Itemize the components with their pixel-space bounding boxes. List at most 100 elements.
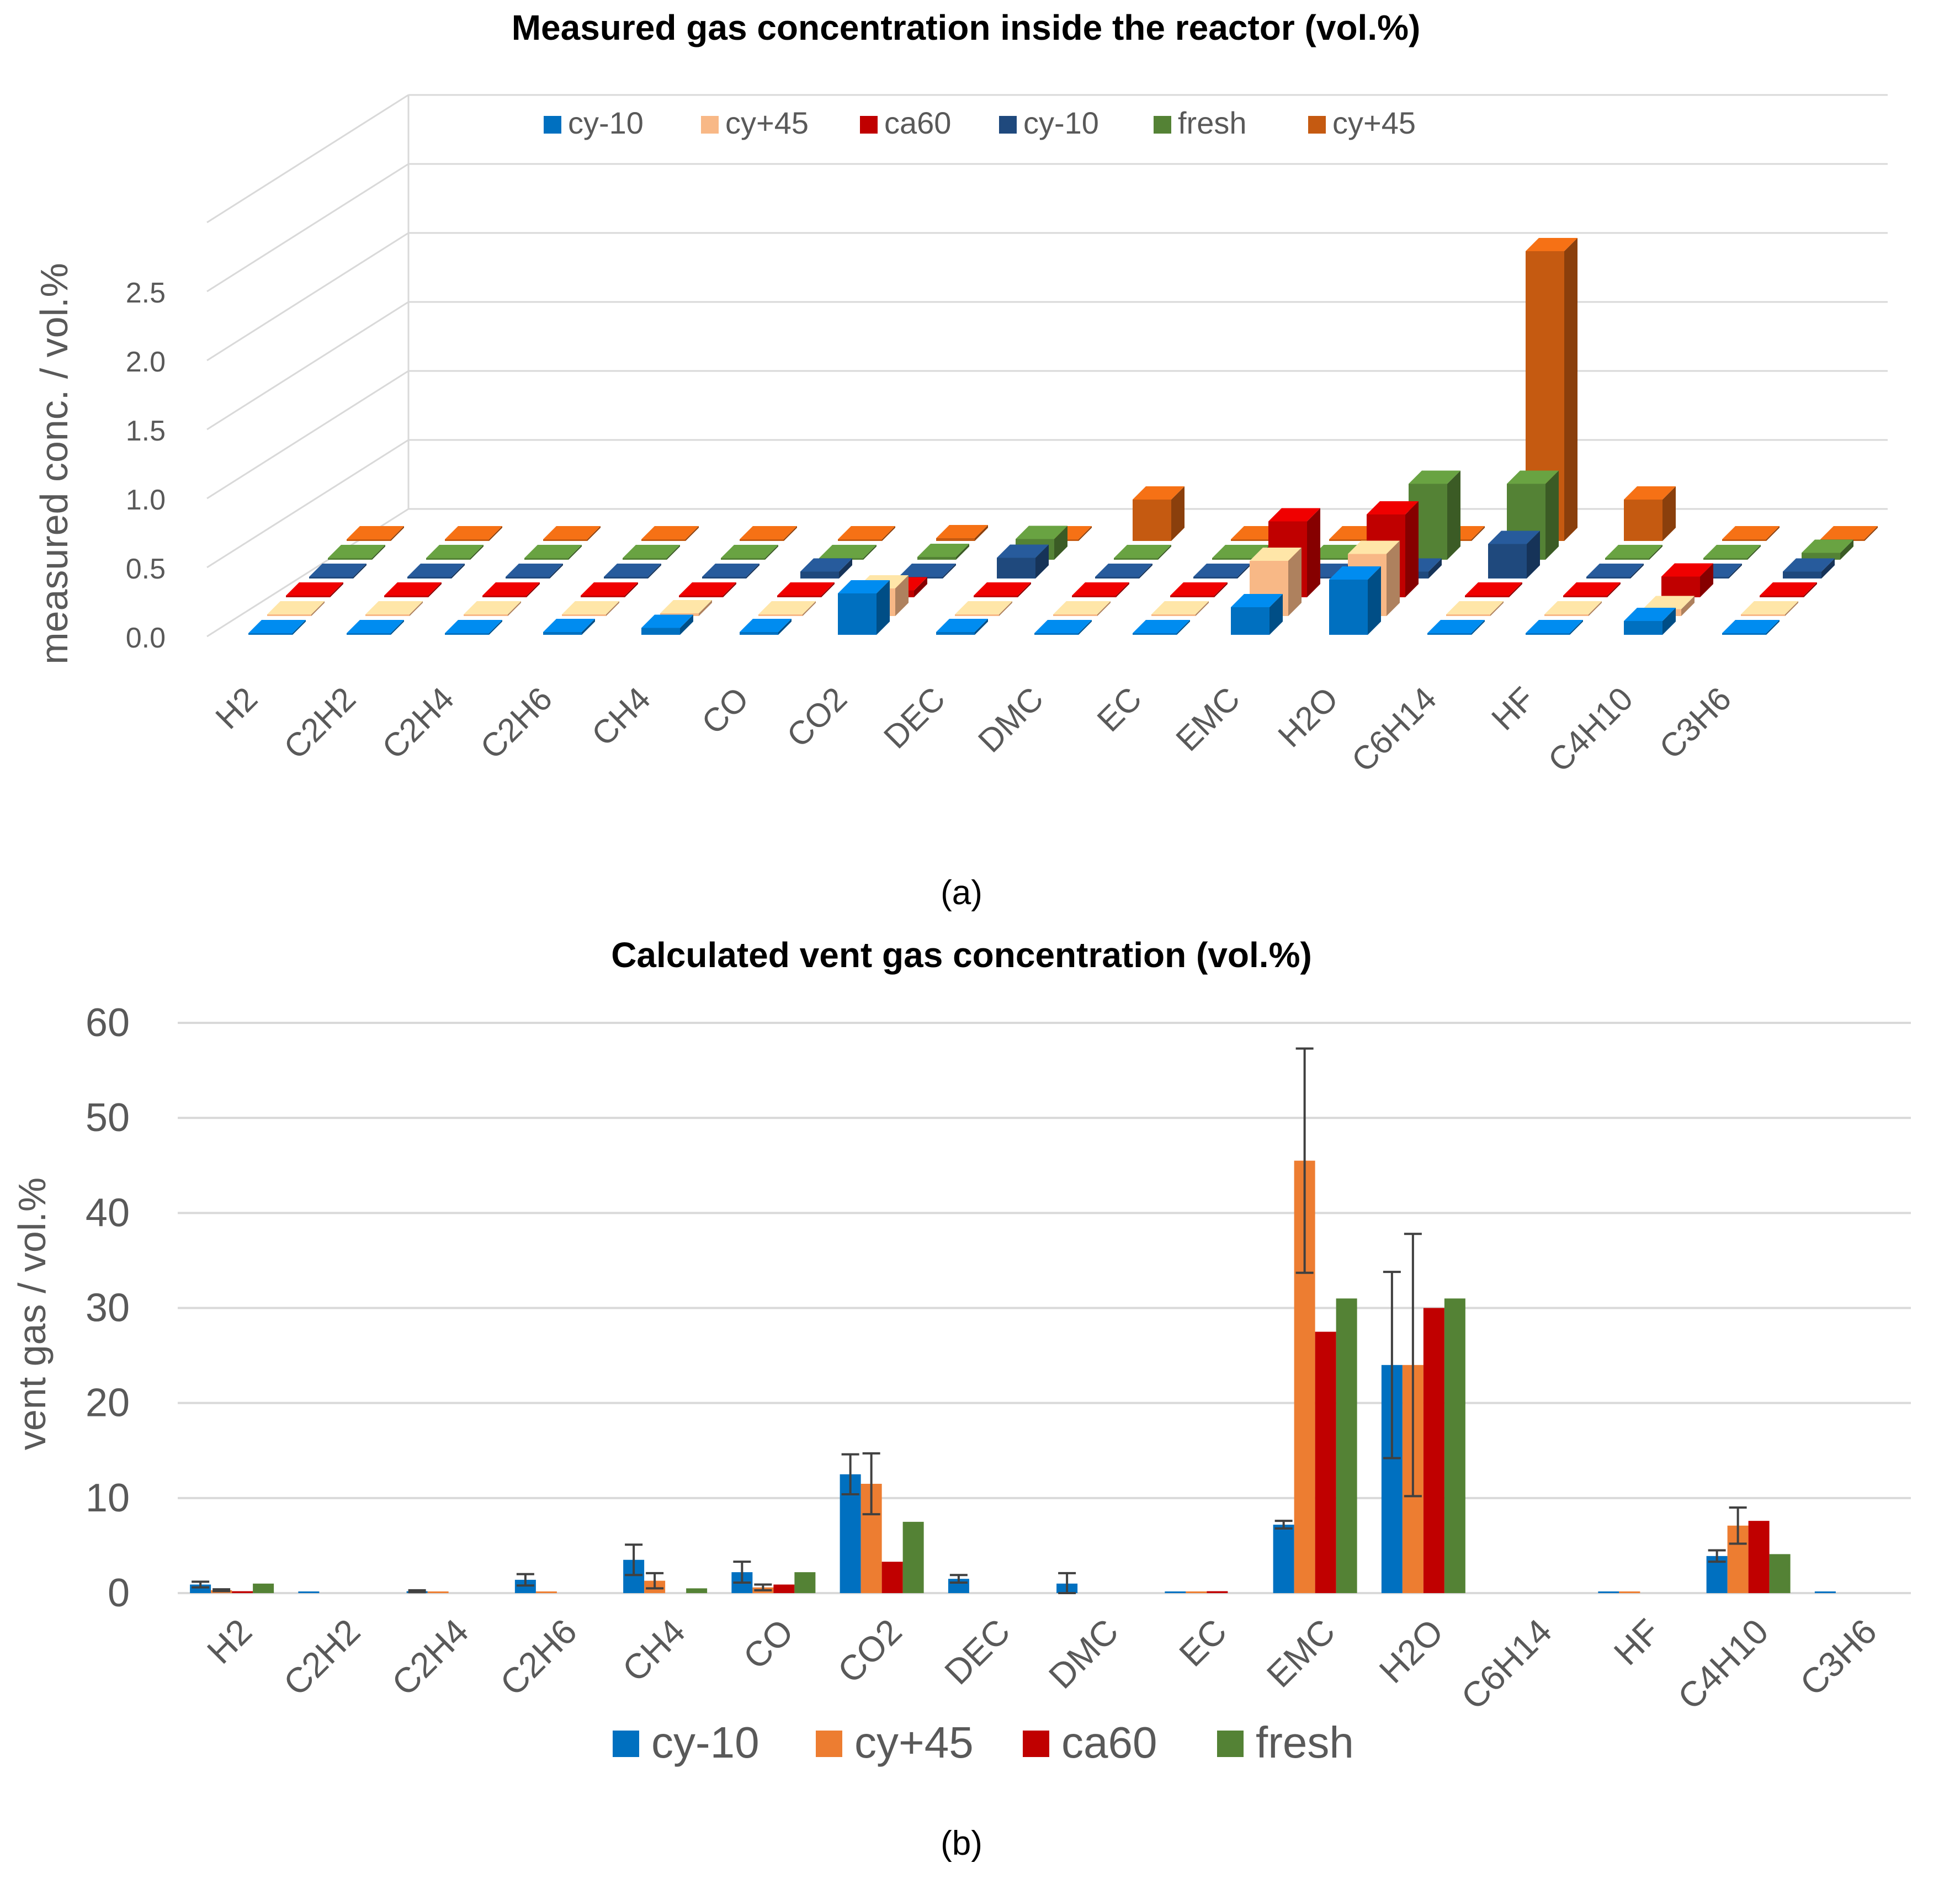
bar-side-face (1196, 601, 1209, 616)
bar-front-face (1624, 621, 1662, 635)
bar-front-face (1034, 633, 1079, 635)
bar-cy-10-hf (1586, 564, 1644, 579)
bar-cy-45-h2 (347, 526, 404, 541)
bar-top-face (464, 601, 521, 614)
bar-top-face (445, 526, 502, 539)
bar-front-face (936, 538, 975, 541)
chart-a-caption: (a) (941, 874, 982, 912)
bar-front-face (641, 539, 686, 541)
x-tick-label: CH4 (615, 1611, 693, 1689)
bar-front-face (1526, 633, 1570, 635)
bar-side-face (550, 564, 563, 579)
bar-top-face (1268, 508, 1320, 522)
bar-side-face (1018, 582, 1031, 597)
x-tick-label: CH4 (585, 680, 657, 753)
bar-fresh-c2h4 (524, 545, 582, 560)
x-tick-label: C3H6 (1792, 1611, 1884, 1703)
error-bar-cy-10-ch4 (625, 1543, 643, 1577)
bar-front-face (1133, 500, 1171, 541)
bar-side-face (1387, 540, 1400, 616)
bar-cy-45-dmc (1053, 601, 1111, 616)
bar-cy-45-ch4 (740, 526, 797, 541)
legend-swatch-cy-45 (1308, 116, 1326, 134)
bar-front-face (800, 571, 839, 579)
bar-ca60-hf (1563, 582, 1621, 597)
x-tick-label: EMC (1259, 1611, 1342, 1695)
bar-side-face (1662, 608, 1676, 635)
legend-label-cy-10: cy-10 (568, 105, 644, 140)
bar-front-face (955, 614, 999, 616)
error-bar-cy-45-co2 (862, 1452, 880, 1516)
x-tick-label: H2O (1271, 680, 1346, 755)
bar-side-face (569, 545, 582, 560)
bar-front-face (1760, 596, 1804, 597)
bar-side-face (372, 545, 385, 560)
bar-top-face (660, 600, 712, 613)
bar-front-face (426, 558, 470, 560)
bar-ca60-ch4 (679, 582, 736, 597)
error-bar-cy-10-c2h6 (516, 1573, 534, 1587)
bar-side-face (1607, 582, 1621, 597)
x-tick-label: HF (1606, 1611, 1667, 1673)
bar-top-face (1722, 526, 1780, 539)
bar-ca60-c6h14 (1465, 582, 1522, 597)
bar-top-face (917, 544, 969, 557)
bar-cy-10-c2h2 (347, 620, 404, 635)
bar-front-face (1231, 607, 1270, 635)
legend-label-fresh: fresh (1256, 1718, 1354, 1767)
x-tick-label: C2H4 (384, 1611, 476, 1703)
bar-fresh-co (794, 1572, 816, 1593)
bar-top-face (1427, 620, 1485, 633)
bar-front-face (1605, 558, 1649, 560)
bar-top-face (309, 564, 366, 577)
bar-top-face (838, 580, 890, 593)
bar-side-face (863, 545, 877, 560)
bar-front-face (1310, 558, 1355, 560)
bar-top-face (347, 526, 404, 539)
bar-side-face (1158, 545, 1171, 560)
bar-front-face (1722, 539, 1766, 541)
bar-side-face (527, 582, 540, 597)
bar-ca60-c2h4 (482, 582, 540, 597)
bar-top-face (1488, 530, 1540, 544)
bar-cy-10-c6h14 (1427, 620, 1485, 635)
bar-front-face (347, 633, 391, 635)
bar-front-face (1072, 596, 1116, 597)
y-tick-label: 20 (86, 1381, 130, 1425)
bar-cy-10-dmc (1095, 564, 1152, 579)
bar-cy-45-ch4 (660, 600, 712, 616)
bar-side-face (311, 601, 325, 616)
bar-side-face (699, 600, 712, 616)
bar-fresh-h2 (328, 545, 385, 560)
bar-top-face (1133, 620, 1190, 633)
bar-top-face (1170, 582, 1228, 596)
bar-top-face (1544, 601, 1602, 614)
bar-side-face (648, 564, 661, 579)
bar-fresh-co (819, 545, 877, 560)
bar-side-face (1821, 558, 1835, 579)
bar-fresh-c2h6 (623, 545, 680, 560)
chart-a-y-axis-label: measured conc. / vol.% (33, 263, 76, 665)
bar-fresh-emc (1336, 1298, 1357, 1593)
bar-front-face (838, 539, 882, 541)
error-bar-cy-10-h2o (1383, 1271, 1401, 1460)
bar-ca60-c4h10 (1748, 1521, 1770, 1593)
bar-front-face (267, 614, 311, 616)
x-tick-label: CO2 (780, 680, 854, 755)
bar-front-face (1741, 614, 1785, 616)
side-gridline (206, 163, 409, 293)
bar-ca60-c4h10 (1661, 563, 1713, 597)
bar-side-face (1368, 566, 1381, 635)
bar-top-face (524, 545, 582, 558)
bar-top-face (758, 601, 816, 614)
bar-top-face (1563, 582, 1621, 596)
bar-ca60-h2o (1423, 1308, 1444, 1593)
x-tick-label: C6H14 (1453, 1611, 1559, 1717)
bar-fresh-c4h10 (1703, 545, 1761, 560)
chart-b-bars (190, 1160, 1836, 1593)
error-bar-cy-10-emc (1274, 1520, 1293, 1530)
bar-front-face (482, 596, 527, 597)
bar-top-face (800, 558, 852, 572)
bar-front-face (604, 577, 648, 579)
error-bar-cy-45-co (754, 1583, 772, 1591)
